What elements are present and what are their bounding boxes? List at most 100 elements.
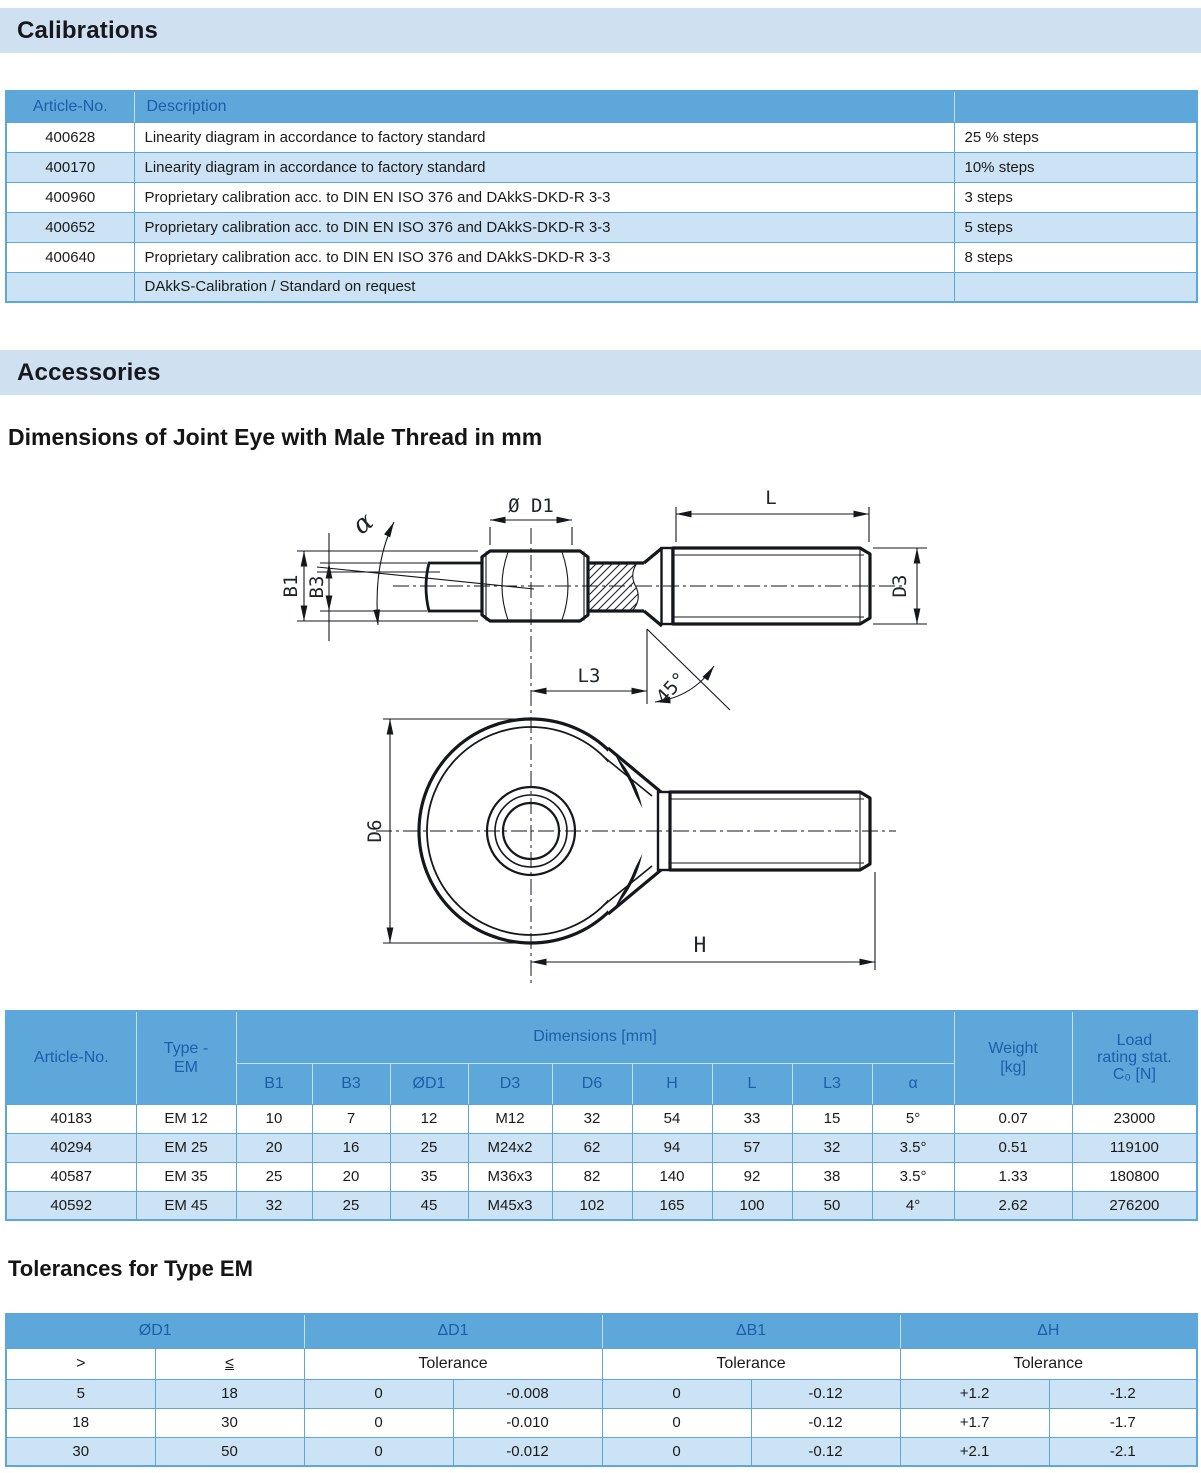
shank-hatch <box>588 563 639 611</box>
header-weight-line2: [kg] <box>1000 1058 1027 1076</box>
break-line <box>631 562 639 612</box>
cell: M45x3 <box>467 1190 553 1221</box>
header-load-line2: rating stat. <box>1097 1049 1172 1067</box>
cell: 0 <box>601 1436 752 1467</box>
cell: M12 <box>467 1103 553 1134</box>
cone-top-edge <box>642 546 664 565</box>
cell: -0.012 <box>452 1436 603 1467</box>
table-row: 5 18 0 -0.008 0 -0.12 +1.2 -1.2 <box>5 1378 1198 1409</box>
cell: 40587 <box>5 1161 137 1192</box>
tangent-top-inner <box>603 756 653 797</box>
header-steps <box>953 90 1198 123</box>
table-row: 40592 EM 45 32 25 45 M45x3 102 165 100 50 4° 2.62 27… <box>5 1190 1198 1221</box>
cell: 35 <box>389 1161 469 1192</box>
bearing-crescent-right <box>561 551 585 621</box>
header-description: Description <box>133 90 955 123</box>
bearing-crescent-left <box>485 551 509 621</box>
cell: 30 <box>5 1436 156 1467</box>
cell: +2.1 <box>899 1436 1050 1467</box>
description-cell: Linearity diagram in accordance to facto… <box>133 151 955 183</box>
dim-label-b1: B1 <box>280 575 302 598</box>
table-row: 400652 Proprietary calibration acc. to D… <box>5 211 1198 243</box>
tolerance-subheader-row: > ≤ Tolerance Tolerance Tolerance <box>5 1347 1198 1380</box>
cell: -1.7 <box>1048 1407 1198 1438</box>
cell: 15 <box>791 1103 873 1134</box>
cell: 25 <box>311 1190 391 1221</box>
table-row: DAkkS-Calibration / Standard on request <box>5 271 1198 303</box>
em-header-row-1: Article-No. Type - EM Dimensions [mm] We… <box>5 1010 1198 1105</box>
header-article-no: Article-No. <box>5 1010 137 1105</box>
angle-slant-line <box>316 566 535 590</box>
cell: 1.33 <box>953 1161 1073 1192</box>
cell: 94 <box>631 1132 713 1163</box>
dim-label-d3: D3 <box>889 575 911 598</box>
cell: EM 12 <box>135 1103 237 1134</box>
cell: 0 <box>601 1378 752 1409</box>
cell: 25 <box>235 1161 313 1192</box>
steps-cell <box>953 271 1198 303</box>
description-cell: Proprietary calibration acc. to DIN EN I… <box>133 181 955 213</box>
cell: 33 <box>711 1103 793 1134</box>
dim-label-l: L <box>765 487 776 509</box>
side-view <box>424 546 872 628</box>
header-od1: ØD1 <box>389 1062 469 1105</box>
technical-drawing: Ø D1 L B1 B3 α D3 L3 45° D6 <box>280 487 927 986</box>
eye-housing-block <box>480 549 590 623</box>
eye-stub <box>424 561 484 613</box>
dim-label-d1: Ø D1 <box>508 495 554 517</box>
accessories-section-bar: Accessories <box>0 350 1201 395</box>
table-row: 40587 EM 35 25 20 35 M36x3 82 140 92 38 3.5° 1.33 18… <box>5 1161 1198 1192</box>
dimensions-heading: Dimensions of Joint Eye with Male Thread… <box>8 424 543 450</box>
header-h: H <box>631 1062 713 1105</box>
article-cell: 400652 <box>5 211 135 243</box>
cell: 180800 <box>1071 1161 1198 1192</box>
header-delta-h-group: ΔH <box>899 1313 1198 1349</box>
steps-cell: 10% steps <box>953 151 1198 183</box>
cell: 45 <box>389 1190 469 1221</box>
article-cell: 400170 <box>5 151 135 183</box>
header-l3: L3 <box>791 1062 873 1105</box>
cell: 32 <box>791 1132 873 1163</box>
header-l: L <box>711 1062 793 1105</box>
article-cell <box>5 271 135 303</box>
description-cell: DAkkS-Calibration / Standard on request <box>133 271 955 303</box>
table-row: 400960 Proprietary calibration acc. to D… <box>5 181 1198 213</box>
cell: 32 <box>551 1103 633 1134</box>
dimension-annotations: Ø D1 L B1 B3 α D3 L3 45° D6 <box>280 487 927 970</box>
cell: -0.12 <box>750 1378 901 1409</box>
description-cell: Proprietary calibration acc. to DIN EN I… <box>133 241 955 273</box>
cell: 32 <box>235 1190 313 1221</box>
dim-label-l3: L3 <box>578 665 601 687</box>
article-cell: 400640 <box>5 241 135 273</box>
tolerances-table: ØD1 ΔD1 ΔB1 ΔH > ≤ Tolerance Tolerance T… <box>5 1313 1199 1467</box>
accessories-title: Accessories <box>17 358 161 386</box>
table-row: 40294 EM 25 20 16 25 M24x2 62 94 57 32 3.5° 0.51 119… <box>5 1132 1198 1163</box>
header-load-line3: C₀ [N] <box>1112 1066 1156 1084</box>
cell: 40183 <box>5 1103 137 1134</box>
cell: 2.62 <box>953 1190 1073 1221</box>
calibrations-section-bar: Calibrations <box>0 8 1201 53</box>
dim-arc-alpha <box>373 521 395 626</box>
header-d3: D3 <box>467 1062 553 1105</box>
cell: EM 25 <box>135 1132 237 1163</box>
tangent-top <box>606 746 663 794</box>
cell: 38 <box>791 1161 873 1192</box>
header-type-line1: Type - <box>163 1039 209 1057</box>
em-dimensions-table: Article-No. Type - EM Dimensions [mm] We… <box>5 1010 1199 1221</box>
steps-cell: 3 steps <box>953 181 1198 213</box>
table-row: 400628 Linearity diagram in accordance t… <box>5 121 1198 153</box>
cell: 102 <box>551 1190 633 1221</box>
cell: 119100 <box>1071 1132 1198 1163</box>
cell: 10 <box>235 1103 313 1134</box>
cell: EM 45 <box>135 1190 237 1221</box>
cell: 20 <box>235 1132 313 1163</box>
header-tolerance: Tolerance <box>601 1347 901 1380</box>
cell: 5° <box>871 1103 955 1134</box>
cell: -0.12 <box>750 1407 901 1438</box>
description-cell: Proprietary calibration acc. to DIN EN I… <box>133 211 955 243</box>
header-weight-line1: Weight <box>988 1039 1038 1057</box>
header-greater-than: > <box>5 1347 156 1380</box>
tangent-bottom-inner <box>603 865 653 906</box>
table-row: 400170 Linearity diagram in accordance t… <box>5 151 1198 183</box>
cell: 18 <box>154 1378 305 1409</box>
